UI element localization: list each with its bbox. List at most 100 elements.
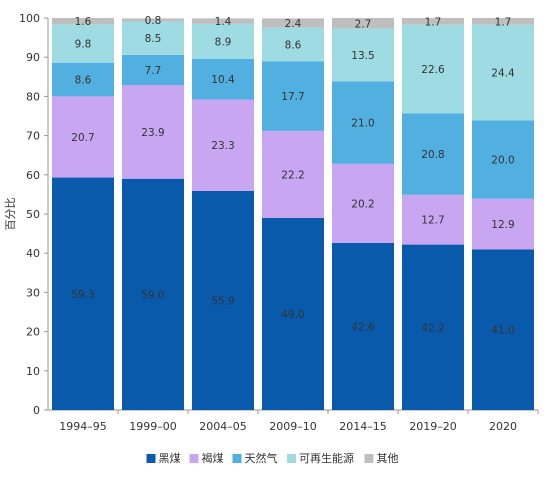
bar-segment	[332, 243, 394, 410]
legend-swatch	[146, 454, 156, 463]
bar-segment	[52, 96, 114, 178]
bar-segment	[262, 130, 324, 218]
legend-item: 天然气	[245, 451, 278, 465]
legend: 黑煤 褐煤 天然气 可再生能源 其他	[146, 451, 399, 465]
data-label: 42.6	[351, 322, 375, 334]
x-tick-label: 2014–15	[339, 420, 387, 433]
bar-segment	[332, 163, 394, 244]
data-label: 23.3	[211, 140, 234, 152]
legend-swatch	[189, 454, 199, 463]
data-label: 1.7	[495, 16, 512, 28]
bar-segment	[192, 99, 254, 191]
data-label: 2.4	[285, 18, 302, 30]
data-label: 1.7	[425, 16, 442, 28]
y-tick-label: 70	[26, 130, 40, 143]
data-labels: 59.3 20.7 8.6 9.8 1.6 59.0 23.9 7.7 8.5 0.8 55.9 23…	[71, 15, 515, 337]
data-label: 49.0	[281, 309, 304, 321]
bar-segment	[192, 18, 254, 24]
data-label: 7.7	[145, 65, 162, 77]
data-label: 9.8	[75, 38, 92, 50]
y-tick-label: 100	[19, 12, 40, 25]
bar-segment	[52, 18, 114, 25]
x-tick-label: 1999–00	[129, 420, 177, 433]
y-tick-label: 50	[26, 208, 40, 221]
data-label: 1.6	[75, 16, 92, 28]
data-label: 55.9	[211, 295, 234, 307]
bar-segment	[472, 18, 534, 25]
data-label: 13.5	[351, 50, 374, 62]
bar-segment	[122, 54, 184, 86]
y-tick-label: 0	[33, 404, 40, 417]
data-label: 8.6	[75, 75, 92, 87]
data-label: 1.4	[215, 16, 232, 28]
data-label: 10.4	[211, 74, 235, 86]
x-tick-label: 1994–95	[59, 420, 107, 433]
legend-swatch	[364, 454, 374, 463]
bar-segment	[472, 120, 534, 199]
data-label: 8.5	[145, 33, 162, 45]
bar-segment	[52, 24, 114, 63]
legend-item: 可再生能源	[299, 451, 354, 465]
y-tick-label: 60	[26, 169, 40, 182]
bar-segment	[472, 249, 534, 410]
bar-segment	[402, 24, 464, 114]
legend-swatch	[287, 454, 296, 463]
y-tick-label: 80	[26, 90, 40, 103]
data-label: 59.3	[71, 289, 94, 301]
bar-segment	[402, 194, 464, 245]
data-label: 23.9	[141, 127, 164, 139]
bar-segment	[402, 244, 464, 410]
bar-segment	[472, 24, 534, 121]
x-tick-label: 2009–10	[269, 420, 317, 433]
data-label: 2.7	[355, 18, 372, 30]
x-tick-label: 2020	[489, 420, 517, 433]
y-tick-label: 40	[26, 247, 40, 260]
y-tick-label: 30	[26, 286, 40, 299]
bar-segment	[52, 177, 114, 410]
data-label: 8.9	[215, 36, 232, 48]
bar-segment	[402, 113, 464, 195]
data-label: 20.8	[421, 149, 444, 161]
bar-segment	[122, 178, 184, 410]
bar-segment	[262, 18, 324, 28]
bar-segment	[332, 28, 394, 82]
bars	[52, 18, 534, 410]
bar-segment	[262, 217, 324, 410]
data-label: 12.9	[491, 219, 514, 231]
bar-segment	[122, 18, 184, 22]
legend-swatch	[232, 454, 242, 463]
data-label: 42.2	[421, 322, 444, 334]
bar-segment	[192, 23, 254, 59]
bar-segment	[472, 198, 534, 250]
legend-item: 褐煤	[202, 451, 224, 465]
bar-segment	[262, 27, 324, 62]
bar-segment	[52, 62, 114, 97]
data-label: 0.8	[145, 15, 162, 27]
data-label: 8.6	[285, 40, 302, 52]
y-tick-label: 90	[26, 51, 40, 64]
data-label: 41.0	[491, 325, 514, 337]
bar-segment	[192, 58, 254, 100]
bar-segment	[332, 18, 394, 29]
legend-item: 其他	[377, 452, 399, 465]
x-tick-label: 2019–20	[409, 420, 457, 433]
data-label: 17.7	[281, 91, 304, 103]
data-label: 12.7	[421, 215, 444, 227]
bar-segment	[122, 21, 184, 55]
data-label: 22.2	[281, 169, 304, 181]
data-label: 22.6	[421, 64, 445, 76]
legend-item: 黑煤	[159, 452, 181, 465]
y-tick-label: 20	[26, 326, 40, 339]
data-label: 59.0	[141, 289, 164, 301]
bar-segment	[402, 18, 464, 25]
data-label: 21.0	[351, 118, 374, 130]
data-label: 24.4	[491, 67, 515, 79]
data-label: 20.0	[491, 155, 514, 167]
bar-segment	[122, 85, 184, 179]
data-label: 20.2	[351, 198, 374, 210]
x-tick-label: 2004–05	[199, 420, 247, 433]
y-axis-label: 百分比	[4, 198, 17, 231]
y-tick-label: 10	[26, 365, 40, 378]
